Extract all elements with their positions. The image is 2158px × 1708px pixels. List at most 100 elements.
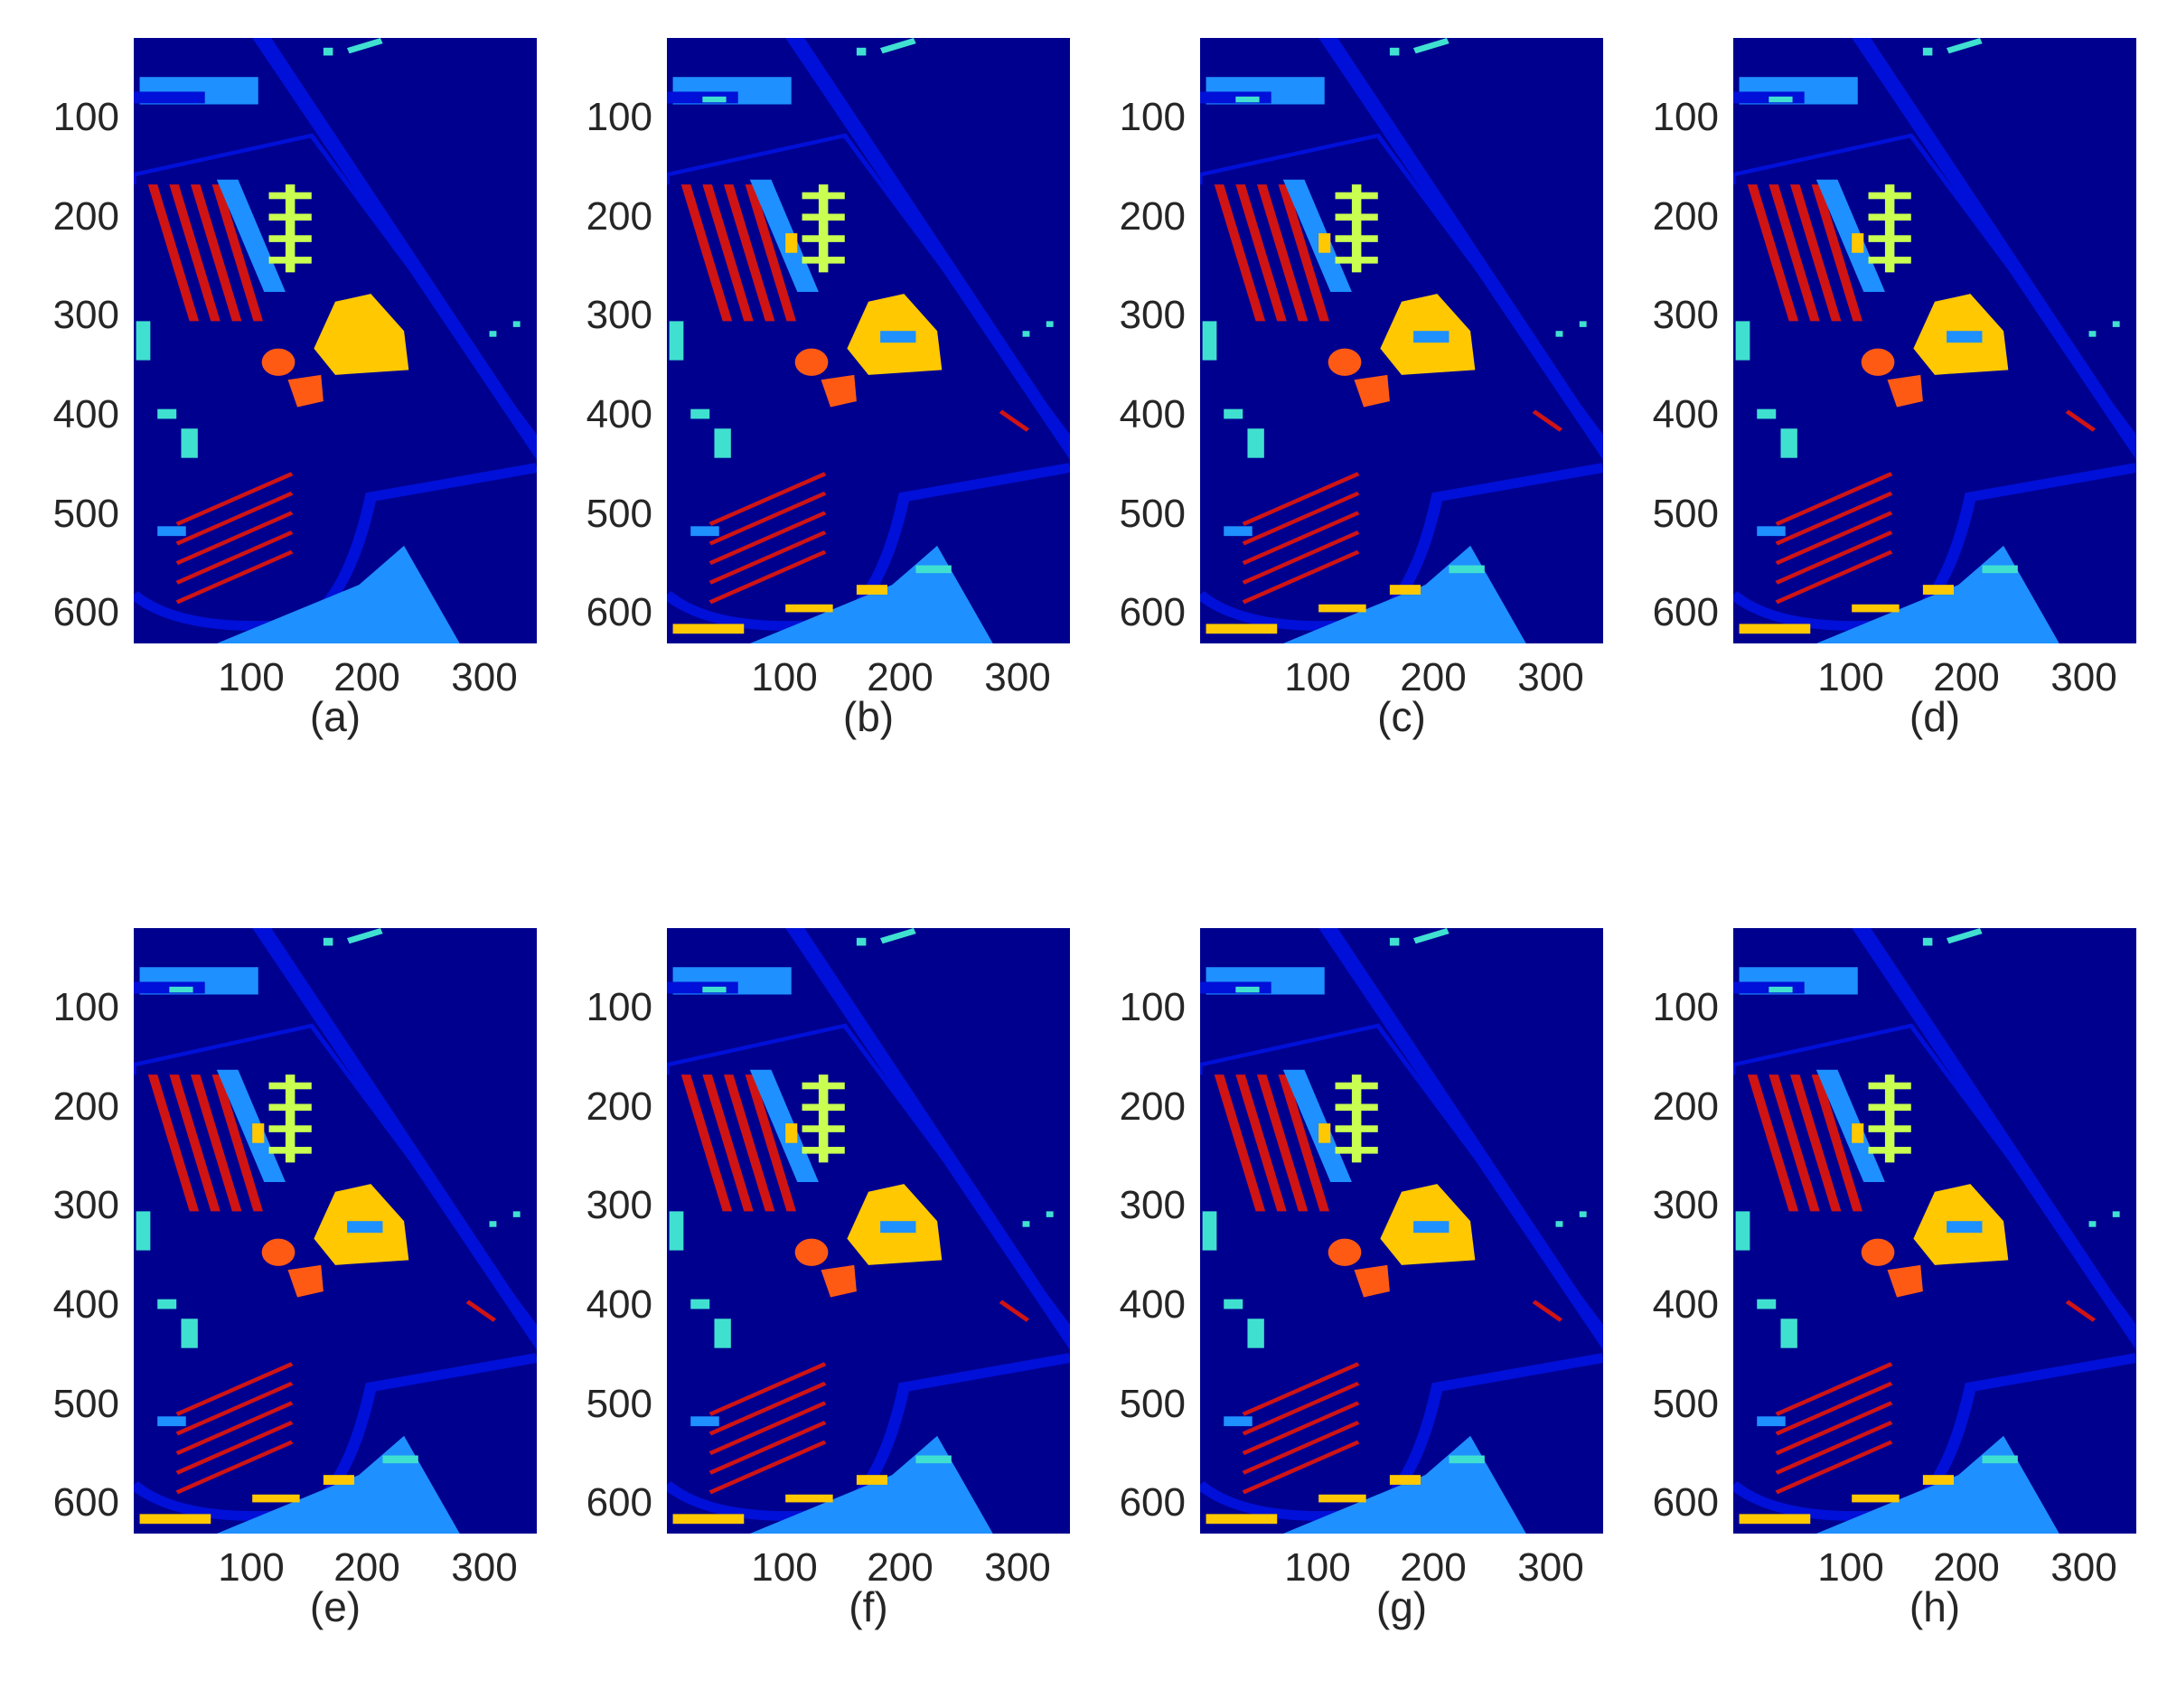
y-tick-label: 300 — [586, 293, 652, 337]
y-tick-label: 300 — [1119, 1183, 1186, 1227]
panel-caption: (c) — [1377, 693, 1426, 740]
map-image — [667, 928, 1070, 1534]
y-tick-label: 100 — [586, 985, 652, 1029]
y-tick-label: 100 — [1119, 985, 1186, 1029]
x-tick-label: 300 — [2050, 655, 2117, 699]
map-image — [1200, 38, 1603, 643]
y-tick-label: 400 — [1652, 1282, 1719, 1327]
y-tick-label: 600 — [52, 1480, 119, 1525]
panel-caption: (f) — [849, 1583, 888, 1630]
y-tick-label: 500 — [1652, 1382, 1719, 1426]
classification-map — [134, 928, 537, 1534]
y-tick-label: 400 — [586, 1282, 652, 1327]
y-tick-label: 600 — [586, 1480, 652, 1525]
y-tick-label: 100 — [52, 985, 119, 1029]
classification-map — [1200, 38, 1603, 643]
map-image — [134, 38, 537, 643]
x-tick-label: 200 — [1400, 655, 1467, 699]
map-image — [1733, 928, 2136, 1534]
x-tick-label: 200 — [1933, 1545, 2000, 1590]
classification-map-panel-c: 100 200 300 400 500 600 — [1066, 0, 1603, 786]
y-tick-label: 300 — [1652, 1183, 1719, 1227]
y-tick-label: 100 — [1652, 985, 1719, 1029]
classification-map-panel-h: 100 200 300 400 500 600 — [1600, 890, 2136, 1676]
classification-map-panel-f: 100 200 300 400 500 600 — [533, 890, 1070, 1676]
y-tick-label: 300 — [52, 1183, 119, 1227]
y-tick-label: 400 — [586, 392, 652, 436]
x-tick-label: 300 — [984, 655, 1051, 699]
y-tick-label: 600 — [1652, 590, 1719, 634]
y-tick-label: 300 — [1119, 293, 1186, 337]
y-tick-label: 200 — [52, 194, 119, 239]
panel-caption: (d) — [1909, 693, 1961, 740]
y-tick-label: 200 — [1652, 194, 1719, 239]
classification-map — [667, 38, 1070, 643]
y-tick-label: 600 — [1652, 1480, 1719, 1525]
x-tick-label: 300 — [451, 1545, 518, 1590]
y-tick-label: 400 — [1119, 1282, 1186, 1327]
x-tick-label: 200 — [1400, 1545, 1467, 1590]
x-tick-label: 100 — [1284, 1545, 1351, 1590]
x-tick-label: 200 — [333, 655, 400, 699]
x-tick-label: 100 — [1284, 655, 1351, 699]
x-tick-label: 300 — [451, 655, 518, 699]
map-image — [667, 38, 1070, 643]
y-tick-label: 100 — [1652, 95, 1719, 139]
classification-map — [1200, 928, 1603, 1534]
y-tick-label: 500 — [52, 1382, 119, 1426]
y-tick-label: 100 — [586, 95, 652, 139]
classification-map-panel-b: 100 200 300 400 500 600 — [533, 0, 1070, 786]
y-tick-label: 400 — [1652, 392, 1719, 436]
y-tick-label: 500 — [52, 492, 119, 536]
x-tick-label: 300 — [984, 1545, 1051, 1590]
classification-map-panel-e: 100 200 300 400 500 600 — [0, 890, 537, 1676]
y-tick-label: 600 — [586, 590, 652, 634]
y-tick-label: 100 — [1119, 95, 1186, 139]
classification-map-panel-a: 100 200 300 400 500 600 — [0, 0, 537, 786]
x-tick-label: 200 — [1933, 655, 2000, 699]
y-tick-label: 600 — [1119, 1480, 1186, 1525]
x-tick-label: 200 — [867, 1545, 934, 1590]
panel-caption: (h) — [1909, 1583, 1961, 1630]
x-tick-label: 100 — [218, 655, 285, 699]
y-tick-label: 400 — [52, 392, 119, 436]
x-tick-label: 300 — [1517, 655, 1584, 699]
y-tick-label: 200 — [52, 1084, 119, 1129]
y-tick-label: 600 — [52, 590, 119, 634]
panel-caption: (b) — [842, 693, 895, 740]
x-tick-label: 300 — [2050, 1545, 2117, 1590]
y-tick-label: 200 — [1119, 194, 1186, 239]
y-tick-label: 300 — [1652, 293, 1719, 337]
y-tick-label: 200 — [1119, 1084, 1186, 1129]
y-tick-label: 400 — [1119, 392, 1186, 436]
x-tick-label: 300 — [1517, 1545, 1584, 1590]
x-tick-label: 100 — [1817, 1545, 1884, 1590]
y-tick-label: 500 — [586, 1382, 652, 1426]
y-tick-label: 300 — [52, 293, 119, 337]
x-tick-label: 100 — [751, 655, 818, 699]
classification-map — [1733, 928, 2136, 1534]
y-tick-label: 200 — [586, 194, 652, 239]
y-tick-label: 500 — [1119, 1382, 1186, 1426]
y-tick-label: 200 — [1652, 1084, 1719, 1129]
x-tick-label: 200 — [333, 1545, 400, 1590]
x-tick-label: 100 — [218, 1545, 285, 1590]
y-tick-label: 500 — [1119, 492, 1186, 536]
x-tick-label: 100 — [1817, 655, 1884, 699]
classification-map — [1733, 38, 2136, 643]
y-tick-label: 200 — [586, 1084, 652, 1129]
classification-map-panel-g: 100 200 300 400 500 600 — [1066, 890, 1603, 1676]
panel-caption: (a) — [309, 693, 361, 740]
y-tick-label: 100 — [52, 95, 119, 139]
x-tick-label: 200 — [867, 655, 934, 699]
classification-map — [667, 928, 1070, 1534]
y-tick-label: 500 — [1652, 492, 1719, 536]
classification-map-panel-d: 100 200 300 400 500 600 — [1600, 0, 2136, 786]
classification-map — [134, 38, 537, 643]
x-tick-label: 100 — [751, 1545, 818, 1590]
map-image — [1733, 38, 2136, 643]
y-tick-label: 400 — [52, 1282, 119, 1327]
y-tick-label: 500 — [586, 492, 652, 536]
panel-caption: (e) — [309, 1583, 361, 1630]
y-tick-label: 600 — [1119, 590, 1186, 634]
